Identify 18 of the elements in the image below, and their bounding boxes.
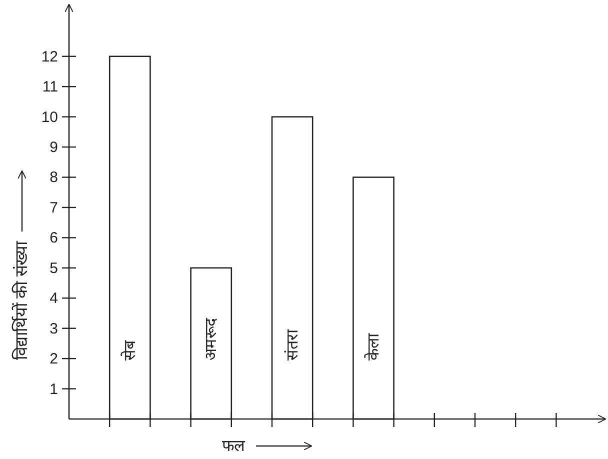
x-tick-label: संतरा bbox=[283, 328, 302, 361]
y-tick-label: 8 bbox=[50, 169, 58, 186]
y-tick-label: 10 bbox=[41, 108, 58, 126]
y-tick-label: 12 bbox=[41, 48, 58, 66]
y-tick-label: 7 bbox=[50, 199, 58, 216]
y-axis-title: विद्यार्थियों की संख्या bbox=[11, 240, 31, 360]
x-tick-label: अमरूद bbox=[203, 318, 220, 361]
x-tick-label: केला bbox=[364, 332, 382, 361]
x-tick-label: सेब bbox=[120, 340, 139, 361]
y-tick-label: 5 bbox=[50, 260, 58, 277]
y-tick-label: 9 bbox=[50, 139, 58, 156]
y-tick-label: 6 bbox=[50, 230, 58, 247]
y-tick-label: 11 bbox=[42, 78, 58, 96]
x-axis-title: फल bbox=[222, 438, 246, 455]
y-tick-label: 3 bbox=[50, 320, 58, 338]
y-tick-label: 4 bbox=[50, 290, 58, 308]
y-tick-label: 1 bbox=[50, 380, 58, 398]
y-tick-label: 2 bbox=[50, 350, 58, 368]
